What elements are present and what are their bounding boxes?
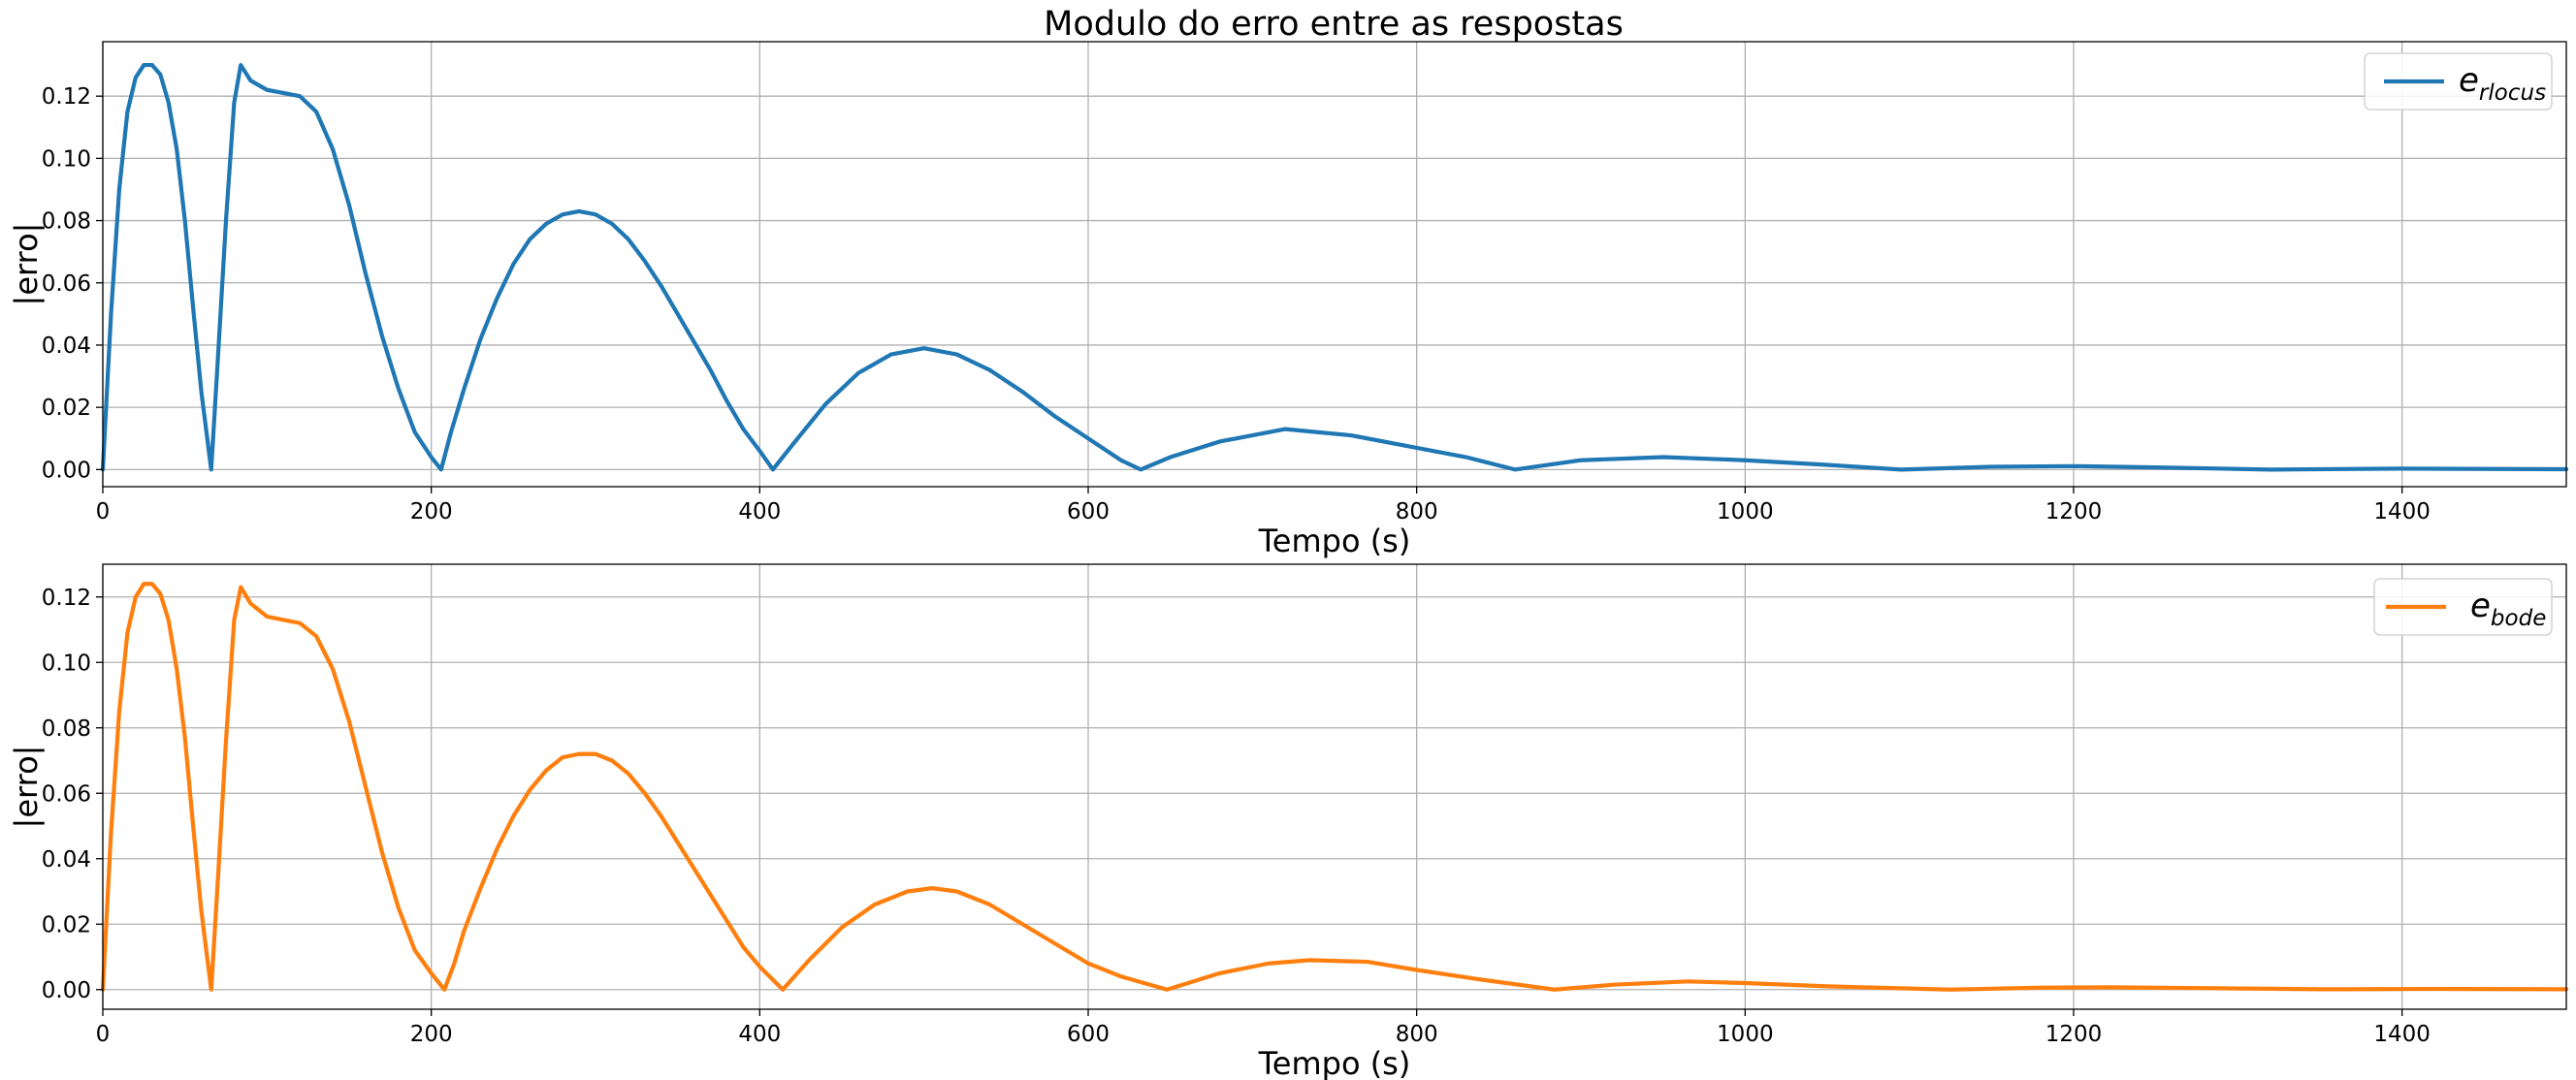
y-tick-label: 0.08 — [42, 209, 91, 235]
x-tick-label: 200 — [410, 499, 453, 524]
y-tick-label: 0.00 — [42, 458, 91, 483]
x-tick-label: 800 — [1396, 1022, 1438, 1047]
axes-frame — [102, 563, 2567, 1010]
x-tick-label: 0 — [96, 1022, 111, 1047]
x-tick-label: 1000 — [1717, 1022, 1774, 1047]
x-axis-label: Tempo (s) — [1258, 523, 1411, 559]
y-tick-label: 0.00 — [42, 978, 91, 1003]
x-tick-label: 400 — [738, 499, 781, 524]
subplot-1: 0 200 400 600 800 1000 1200 1400 0.00 0.02 0.04 0.0… — [8, 41, 2569, 559]
y-axis-label: |erro| — [8, 223, 45, 306]
x-tick-label: 0 — [96, 499, 111, 524]
x-tick-label: 1400 — [2373, 499, 2431, 524]
series-line-rlocus — [100, 62, 2569, 472]
x-axis-label: Tempo (s) — [1258, 1045, 1411, 1080]
y-tick-label: 0.04 — [42, 334, 91, 359]
x-tick-label: 600 — [1067, 1022, 1110, 1047]
legend: ebode — [2373, 578, 2553, 636]
y-axis-label: |erro| — [8, 746, 45, 829]
y-tick-label: 0.02 — [42, 912, 91, 937]
series-line-bode — [100, 582, 2569, 992]
legend-entry-label: erlocus — [2459, 61, 2546, 106]
y-tick-label: 0.06 — [42, 271, 91, 297]
x-tick-label: 200 — [410, 1022, 453, 1047]
x-tick-label: 1000 — [1717, 499, 1774, 524]
x-tick-label: 800 — [1396, 499, 1438, 524]
subplot-2: 0 200 400 600 800 1000 1200 1400 0.00 0.02 0.04 0.0… — [8, 563, 2569, 1080]
y-tick-label: 0.12 — [42, 586, 91, 611]
figure-title: Modulo do erro entre as respostas — [1044, 5, 1624, 44]
x-tick-label: 1400 — [2373, 1022, 2431, 1047]
y-tick-label: 0.08 — [42, 716, 91, 742]
y-tick-label: 0.10 — [42, 651, 91, 676]
y-tick-label: 0.12 — [42, 84, 91, 110]
subplots: 0 200 400 600 800 1000 1200 1400 0.00 0.02 0.04 0.0… — [8, 41, 2569, 1080]
x-tick-label: 600 — [1067, 499, 1110, 524]
x-tick-label: 1200 — [2045, 1022, 2103, 1047]
x-tick-label: 400 — [738, 1022, 781, 1047]
y-tick-label: 0.06 — [42, 781, 91, 807]
legend-box — [2373, 578, 2553, 636]
y-tick-label: 0.10 — [42, 146, 91, 172]
legend-entry-label: ebode — [2470, 587, 2546, 631]
legend: erlocus — [2364, 52, 2553, 111]
y-tick-label: 0.02 — [42, 396, 91, 421]
x-tick-label: 1200 — [2045, 499, 2103, 524]
axes-frame — [102, 41, 2567, 488]
legend-box — [2364, 52, 2553, 111]
y-tick-label: 0.04 — [42, 847, 91, 873]
